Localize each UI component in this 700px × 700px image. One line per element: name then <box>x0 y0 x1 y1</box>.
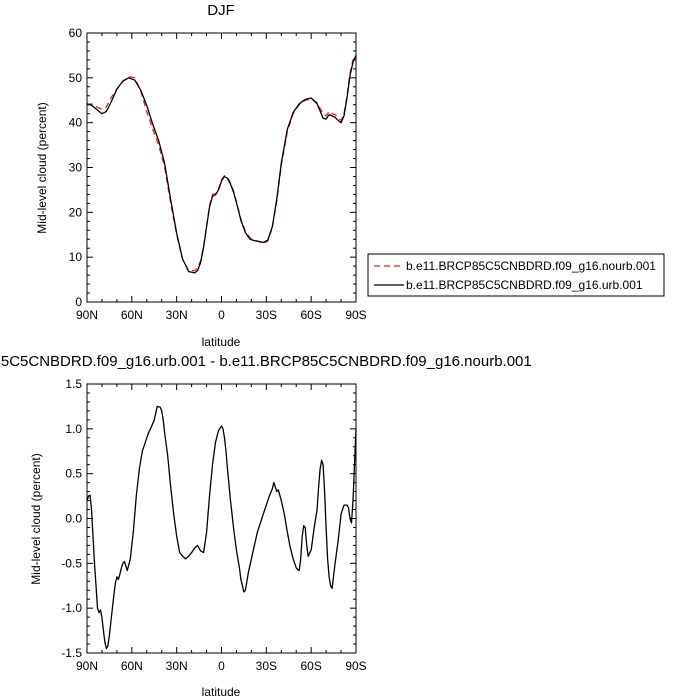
bottom-x-tick-label: 60N <box>121 659 143 673</box>
legend-entry-nourb: b.e11.BRCP85C5CNBDRD.f09_g16.nourb.001 <box>406 259 656 273</box>
legend-box <box>367 253 665 297</box>
bottom-x-tick-label: 0 <box>218 659 225 673</box>
top-plot-frame <box>86 32 357 303</box>
top-y-axis-label: Mid-level cloud (percent) <box>35 102 49 233</box>
top-y-tick-label: 20 <box>69 205 83 219</box>
top-y-tick-label: 30 <box>69 161 83 175</box>
bottom-series-group <box>86 405 357 650</box>
bottom-x-tick-label: 30S <box>256 659 277 673</box>
bottom-y-tick-label: 0.0 <box>65 512 82 526</box>
bottom-y-tick-label: 0.5 <box>65 467 82 481</box>
bottom-x-tick-label: 30N <box>166 659 188 673</box>
top-x-tick-label: 0 <box>218 308 225 322</box>
bottom-y-tick-label: -1.5 <box>61 646 82 660</box>
top-y-tick-label: 40 <box>69 116 83 130</box>
top-y-tick-label: 10 <box>69 250 83 264</box>
bottom-x-tick-label: 90N <box>76 659 98 673</box>
bottom-y-tick-label: 1.5 <box>65 377 82 391</box>
legend: b.e11.BRCP85C5CNBDRD.f09_g16.nourb.001 b… <box>367 253 665 297</box>
top-series-line-2 <box>86 55 357 274</box>
top-x-tick-label: 90N <box>76 308 98 322</box>
bottom-x-tick-label: 60S <box>300 659 321 673</box>
bottom-plot-frame <box>86 383 357 654</box>
top-x-tick-label: 30N <box>166 308 188 322</box>
top-x-tick-label: 90S <box>345 308 366 322</box>
bottom-y-tick-label: -0.5 <box>61 556 82 570</box>
bottom-x-tick-labels: 90N 60N 30N 0 30S 60S 90S <box>76 659 367 673</box>
top-chart-title: DJF <box>207 2 235 19</box>
top-y-tick-labels: 0 10 20 30 40 50 60 <box>69 26 83 309</box>
top-series-line-1 <box>86 57 357 272</box>
bottom-y-tick-labels: -1.5 -1.0 -0.5 0.0 0.5 1.0 1.5 <box>61 377 82 660</box>
bottom-chart-title: b.e11.BRCP85C5CNBDRD.f09_g16.urb.001 - b… <box>0 353 532 370</box>
legend-entry-urb: b.e11.BRCP85C5CNBDRD.f09_g16.urb.001 <box>406 278 643 292</box>
bottom-y-tick-label: 1.0 <box>65 422 82 436</box>
bottom-series-line-1 <box>86 405 357 650</box>
top-panel: DJF 90N 60N 30N 0 30S 60S 90S 0 10 20 30 40 50 60 la… <box>35 2 665 349</box>
top-y-tick-label: 60 <box>69 26 83 40</box>
top-y-tick-label: 0 <box>75 295 82 309</box>
top-x-tick-label: 30S <box>256 308 277 322</box>
top-x-tick-labels: 90N 60N 30N 0 30S 60S 90S <box>76 308 367 322</box>
bottom-y-tick-label: -1.0 <box>61 601 82 615</box>
top-x-tick-label: 60S <box>300 308 321 322</box>
top-x-axis-label: latitude <box>202 335 241 349</box>
top-x-tick-label: 60N <box>121 308 143 322</box>
top-y-tick-label: 50 <box>69 71 83 85</box>
bottom-panel: b.e11.BRCP85C5CNBDRD.f09_g16.urb.001 - b… <box>0 353 532 699</box>
bottom-y-axis-label: Mid-level cloud (percent) <box>29 453 43 584</box>
bottom-x-axis-label: latitude <box>202 685 241 699</box>
top-axis-ticks <box>86 32 357 303</box>
top-series-group <box>86 55 357 274</box>
bottom-x-tick-label: 90S <box>345 659 366 673</box>
